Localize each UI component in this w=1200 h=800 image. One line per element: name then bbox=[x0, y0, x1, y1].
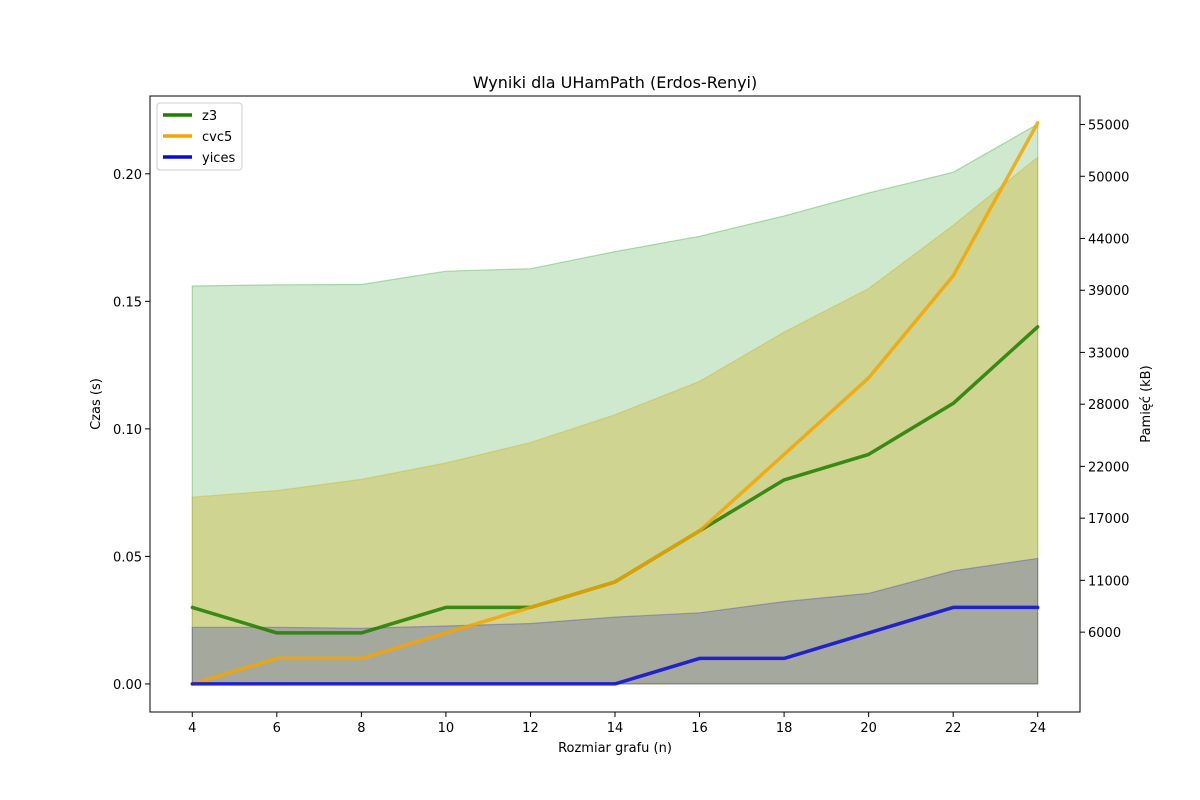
x-tick-label: 16 bbox=[691, 721, 708, 736]
x-tick-label: 22 bbox=[945, 721, 962, 736]
y-tick-label: 0.00 bbox=[113, 678, 142, 693]
legend-label-cvc5: cvc5 bbox=[202, 130, 232, 145]
x-tick-label: 12 bbox=[522, 721, 539, 736]
legend-label-yices: yices bbox=[202, 151, 235, 166]
x-tick-label: 4 bbox=[188, 721, 196, 736]
y2-axis-ticks: 6000 11000 17000 22000 28000 33000 39000 44000 5… bbox=[1080, 118, 1129, 641]
series-line-cvc5 bbox=[190, 121, 1040, 686]
y-tick-label: 0.10 bbox=[113, 423, 142, 438]
y-axis-label: Czas (s) bbox=[89, 378, 104, 430]
x-tick-label: 18 bbox=[776, 721, 793, 736]
y2-axis-label: Pamięć (kB) bbox=[1139, 365, 1154, 442]
time-series-lines bbox=[190, 121, 1040, 686]
y2-tick-label: 44000 bbox=[1088, 232, 1129, 247]
series-line-yices bbox=[190, 605, 1040, 686]
y-tick-label: 0.15 bbox=[113, 295, 142, 310]
chart-title: Wyniki dla UHamPath (Erdos-Renyi) bbox=[473, 73, 758, 92]
y-axis-ticks: 0.00 0.05 0.10 0.15 0.20 bbox=[113, 168, 150, 693]
y2-tick-label: 11000 bbox=[1088, 574, 1129, 589]
x-tick-label: 14 bbox=[607, 721, 624, 736]
x-tick-label: 10 bbox=[438, 721, 455, 736]
legend: z3 cvc5 yices bbox=[156, 102, 243, 171]
legend-label-z3: z3 bbox=[202, 109, 217, 124]
y2-tick-label: 28000 bbox=[1088, 398, 1129, 413]
x-tick-label: 24 bbox=[1029, 721, 1046, 736]
y2-tick-label: 55000 bbox=[1088, 118, 1129, 133]
x-axis-label: Rozmiar grafu (n) bbox=[558, 741, 672, 756]
x-tick-label: 20 bbox=[860, 721, 877, 736]
y2-tick-label: 6000 bbox=[1088, 626, 1121, 641]
x-tick-label: 8 bbox=[357, 721, 365, 736]
legend-box bbox=[156, 102, 243, 171]
x-axis-ticks: 4 6 8 10 12 14 16 18 20 22 24 bbox=[188, 712, 1046, 736]
y2-tick-label: 39000 bbox=[1088, 284, 1129, 299]
y2-tick-label: 17000 bbox=[1088, 512, 1129, 527]
y-tick-label: 0.20 bbox=[113, 168, 142, 183]
y2-tick-label: 22000 bbox=[1088, 460, 1129, 475]
y2-tick-label: 33000 bbox=[1088, 346, 1129, 361]
x-tick-label: 6 bbox=[273, 721, 281, 736]
y-tick-label: 0.05 bbox=[113, 550, 142, 565]
y2-tick-label: 50000 bbox=[1088, 170, 1129, 185]
